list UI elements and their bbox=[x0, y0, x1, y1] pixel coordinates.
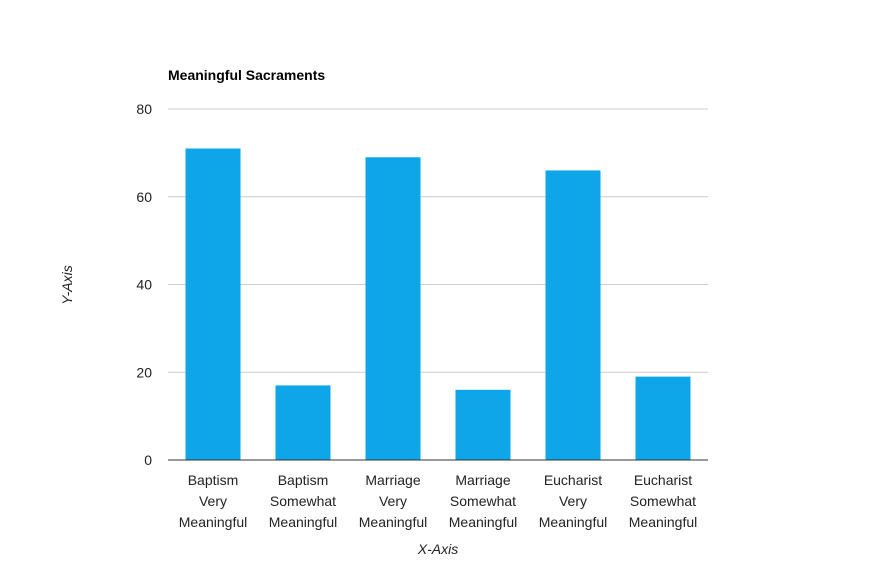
x-category-label: Very bbox=[379, 493, 407, 509]
x-axis-categories: Baptism Very Meaningful Baptism Somewhat Mean… bbox=[179, 472, 698, 530]
bar bbox=[455, 389, 511, 460]
x-category-label: Eucharist bbox=[634, 472, 692, 488]
x-category-label: Meaningful bbox=[539, 514, 608, 530]
chart-title: Meaningful Sacraments bbox=[168, 67, 325, 83]
x-category-label: Somewhat bbox=[630, 493, 696, 509]
x-category-label: Eucharist bbox=[544, 472, 602, 488]
x-category-label: Very bbox=[559, 493, 587, 509]
x-category-label: Baptism bbox=[278, 472, 329, 488]
bar bbox=[365, 157, 421, 460]
y-tick-label: 0 bbox=[144, 452, 152, 468]
x-axis-title: X-Axis bbox=[417, 541, 458, 557]
y-tick-label: 40 bbox=[136, 277, 152, 293]
y-tick-label: 60 bbox=[136, 189, 152, 205]
x-category-label: Meaningful bbox=[629, 514, 698, 530]
bar bbox=[545, 170, 601, 461]
x-category-label: Somewhat bbox=[450, 493, 516, 509]
bar bbox=[275, 385, 331, 460]
x-category-label: Baptism bbox=[188, 472, 239, 488]
x-category-label: Very bbox=[199, 493, 227, 509]
x-category-label: Somewhat bbox=[270, 493, 336, 509]
x-category-label: Marriage bbox=[455, 472, 510, 488]
x-category-label: Meaningful bbox=[269, 514, 338, 530]
gridlines bbox=[168, 108, 708, 373]
x-category-label: Marriage bbox=[365, 472, 420, 488]
bars bbox=[185, 148, 691, 461]
y-axis-title: Y-Axis bbox=[59, 265, 75, 304]
x-category-label: Meaningful bbox=[179, 514, 248, 530]
y-tick-label: 80 bbox=[136, 101, 152, 117]
x-category-label: Meaningful bbox=[359, 514, 428, 530]
x-category-label: Meaningful bbox=[449, 514, 518, 530]
bar bbox=[185, 148, 241, 461]
y-tick-label: 20 bbox=[136, 364, 152, 380]
bar bbox=[635, 376, 691, 460]
y-axis-ticks: 0 20 40 60 80 bbox=[136, 101, 152, 468]
